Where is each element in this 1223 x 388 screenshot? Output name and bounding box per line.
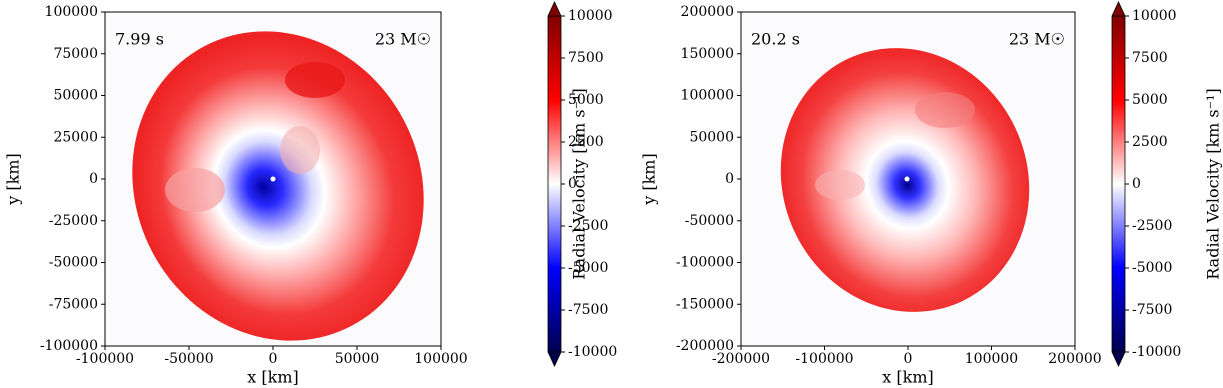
x-axis-label: x [km] — [882, 368, 933, 387]
y-tick-label: 100000 — [45, 4, 98, 20]
y-tick-label: 0 — [725, 171, 734, 187]
x-axis-label: x [km] — [247, 368, 298, 387]
x-tick-label: 0 — [269, 351, 278, 367]
colorbar-extension — [547, 1, 562, 17]
colorbar-tick-label: 0 — [568, 176, 577, 192]
x-tick-label: 100000 — [965, 351, 1018, 367]
colorbar-tick-label: 7500 — [1132, 50, 1168, 66]
image — [741, 12, 1075, 346]
y-tick-label: -150000 — [676, 296, 734, 312]
y-tick-label: 150000 — [681, 46, 734, 62]
x-tick-label: 100000 — [414, 351, 467, 367]
colorbar-tick-label: 10000 — [568, 8, 613, 24]
colorbar-tick-label: 7500 — [568, 50, 604, 66]
x-tick-label: -100000 — [76, 351, 134, 367]
y-tick-label: 200000 — [681, 4, 734, 20]
colorbar-tick-label: 5000 — [568, 92, 604, 108]
colorbar-tick-label: 5000 — [1132, 92, 1168, 108]
colorbar-label: Radial Velocity [km s⁻¹] — [1204, 88, 1223, 280]
y-tick-label: 50000 — [53, 88, 98, 104]
annotation: 23 M☉ — [1009, 30, 1065, 49]
colorbar-tick-label: -2500 — [568, 218, 608, 234]
annotation: 7.99 s — [115, 30, 164, 49]
y-tick-label: 75000 — [53, 46, 98, 62]
y-tick-label: -50000 — [685, 213, 734, 229]
x-tick-label: -50000 — [164, 351, 213, 367]
colorbar — [547, 15, 562, 353]
y-tick-label: 25000 — [53, 129, 98, 145]
colorbar-tick-label: -7500 — [1132, 302, 1172, 318]
colorbar-tick-label: -5000 — [1132, 260, 1172, 276]
y-tick-label: -200000 — [676, 338, 734, 354]
colorbar-extension — [1111, 351, 1126, 367]
y-tick-label: -25000 — [49, 213, 98, 229]
colorbar-tick-label: -2500 — [1132, 218, 1172, 234]
y-tick-label: 0 — [89, 171, 98, 187]
x-tick-label: -100000 — [795, 351, 853, 367]
annotation: 23 M☉ — [375, 30, 431, 49]
y-axis-label: y [km] — [640, 153, 659, 205]
colorbar-tick-label: -10000 — [568, 344, 617, 360]
x-tick-label: -200000 — [712, 351, 770, 367]
colorbar-tick-label: 10000 — [1132, 8, 1177, 24]
colorbar-extension — [547, 351, 562, 367]
colorbar-tick-label: 2500 — [1132, 134, 1168, 150]
x-tick-label: 200000 — [1048, 351, 1101, 367]
colorbar-tick-label: 2500 — [568, 134, 604, 150]
image — [105, 12, 441, 346]
x-tick-label: 0 — [904, 351, 913, 367]
y-tick-label: -50000 — [49, 255, 98, 271]
annotation: 20.2 s — [751, 30, 800, 49]
y-tick-label: 100000 — [681, 88, 734, 104]
colorbar-extension — [1111, 1, 1126, 17]
y-axis-label: y [km] — [4, 153, 23, 205]
y-tick-label: -100000 — [40, 338, 98, 354]
colorbar — [1111, 15, 1126, 353]
y-tick-label: 50000 — [689, 129, 734, 145]
y-tick-label: -75000 — [49, 296, 98, 312]
colorbar-tick-label: -7500 — [568, 302, 608, 318]
colorbar-tick-label: 0 — [1132, 176, 1141, 192]
colorbar-tick-label: -10000 — [1132, 344, 1181, 360]
colorbar-label: Radial Velocity [km s⁻¹] — [570, 88, 589, 280]
colorbar-tick-label: -5000 — [568, 260, 608, 276]
y-tick-label: -100000 — [676, 255, 734, 271]
x-tick-label: 50000 — [335, 351, 380, 367]
